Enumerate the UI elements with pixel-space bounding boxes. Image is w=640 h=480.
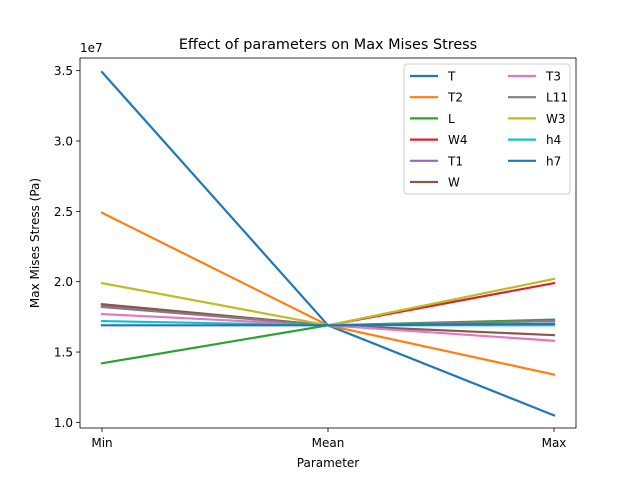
chart-title: Effect of parameters on Max Mises Stress	[179, 37, 477, 53]
legend-label: T3	[545, 70, 561, 84]
legend-label: L11	[546, 91, 568, 105]
x-tick-label: Max	[542, 436, 567, 450]
legend-item-l11: L11	[508, 91, 568, 105]
y-axis-offset-label: 1e7	[80, 41, 103, 55]
series-line-h7	[100, 322, 556, 327]
legend-item-t: T	[410, 70, 456, 84]
x-axis-label: Parameter	[297, 456, 359, 470]
legend-label: h4	[546, 133, 561, 147]
y-tick-label: 2.5	[54, 205, 73, 219]
legend-item-w4: W4	[410, 133, 468, 147]
legend-label: W4	[448, 133, 468, 147]
legend-label: W	[448, 176, 460, 190]
x-tick-label: Mean	[312, 436, 345, 450]
legend-item-h7: h7	[508, 154, 561, 168]
y-tick-label: 1.0	[54, 416, 73, 430]
legend-label: T	[447, 70, 456, 84]
legend-label: T2	[447, 91, 463, 105]
legend-box	[403, 63, 571, 195]
y-tick-label: 2.0	[54, 275, 73, 289]
y-axis-label: Max Mises Stress (Pa)	[28, 178, 42, 308]
x-tick-label: Min	[91, 436, 112, 450]
legend-item-h4: h4	[508, 133, 561, 147]
legend-item-w3: W3	[508, 112, 566, 126]
legend-item-w: W	[410, 176, 460, 190]
y-tick-label: 3.5	[54, 64, 73, 78]
plot-lines	[100, 70, 556, 417]
legend-item-t3: T3	[508, 70, 561, 84]
y-tick-label: 1.5	[54, 346, 73, 360]
legend-label: L	[448, 112, 455, 126]
legend-item-t2: T2	[410, 91, 463, 105]
legend-label: T1	[447, 154, 463, 168]
x-axis: Min Mean Max	[91, 428, 566, 450]
y-tick-label: 3.0	[54, 135, 73, 149]
legend: T T2 L W4 T1 W T3 L11 W3 h4 h7	[403, 63, 571, 195]
legend-item-t1: T1	[410, 154, 463, 168]
legend-item-l: L	[410, 112, 455, 126]
legend-label: h7	[546, 154, 561, 168]
y-axis: 1.0 1.5 2.0 2.5 3.0 3.5	[54, 64, 80, 430]
legend-label: W3	[546, 112, 566, 126]
